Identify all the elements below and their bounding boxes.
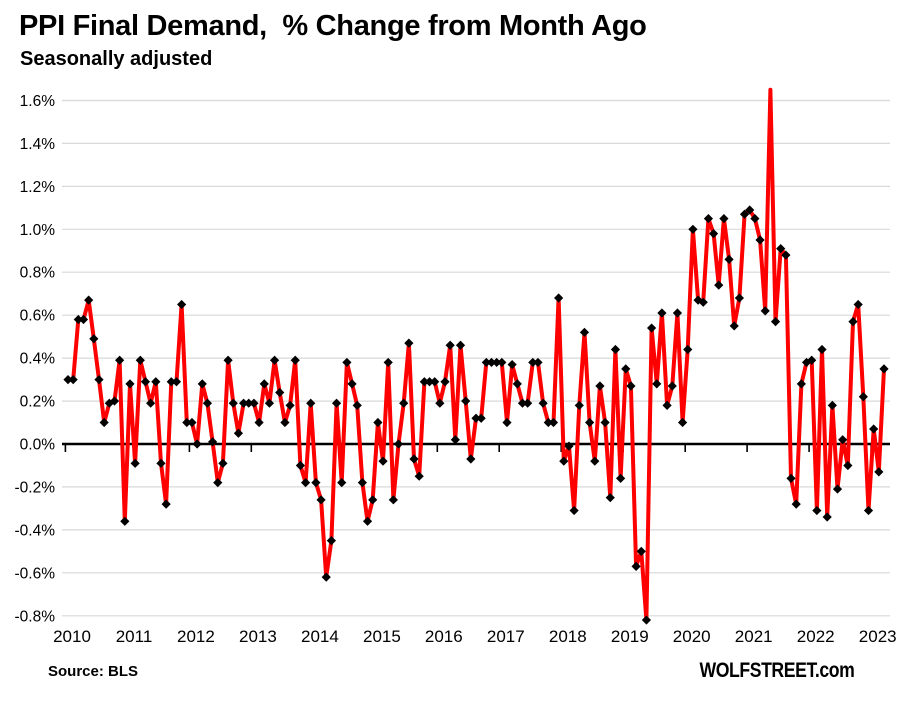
- y-axis-labels: 1.6% 1.4% 1.2% 1.0% 0.8% 0.6% 0.4% 0.2% 0.0% -0.2…: [15, 93, 56, 625]
- data-line: [66, 87, 886, 623]
- svg-text:-0.6%: -0.6%: [15, 565, 56, 582]
- svg-text:2017: 2017: [487, 627, 525, 646]
- svg-text:2020: 2020: [673, 627, 711, 646]
- svg-text:2018: 2018: [549, 627, 587, 646]
- x-axis-labels: 2010 2011 2012 2013 2014 2015 2016 2017 2018 2019…: [53, 627, 897, 646]
- svg-text:0.4%: 0.4%: [20, 351, 56, 368]
- svg-text:1.0%: 1.0%: [20, 222, 56, 239]
- svg-text:0.6%: 0.6%: [20, 308, 56, 325]
- wolfstreet-watermark: WOLFSTREET.com: [699, 659, 854, 682]
- gridlines: [62, 99, 890, 617]
- svg-text:2023: 2023: [859, 627, 897, 646]
- svg-text:2012: 2012: [177, 627, 215, 646]
- svg-text:2015: 2015: [363, 627, 401, 646]
- svg-text:2016: 2016: [425, 627, 463, 646]
- x-axis: [62, 442, 890, 452]
- svg-text:-0.4%: -0.4%: [15, 522, 56, 539]
- svg-text:2022: 2022: [797, 627, 835, 646]
- svg-text:2021: 2021: [735, 627, 773, 646]
- svg-text:1.6%: 1.6%: [20, 93, 56, 110]
- svg-text:2014: 2014: [301, 627, 339, 646]
- svg-text:1.4%: 1.4%: [20, 136, 56, 153]
- data-markers: [63, 205, 889, 625]
- source-note: Source: BLS: [48, 663, 139, 680]
- svg-text:2013: 2013: [239, 627, 277, 646]
- svg-text:2019: 2019: [611, 627, 649, 646]
- svg-text:0.2%: 0.2%: [20, 394, 56, 411]
- svg-text:0.0%: 0.0%: [20, 437, 56, 454]
- svg-text:2011: 2011: [116, 627, 153, 646]
- svg-text:2010: 2010: [53, 627, 91, 646]
- chart-title: PPI Final Demand, % Change from Month Ag…: [19, 10, 647, 42]
- svg-text:0.8%: 0.8%: [20, 265, 56, 282]
- svg-text:-0.8%: -0.8%: [15, 608, 56, 625]
- svg-text:1.2%: 1.2%: [20, 179, 56, 196]
- chart-subtitle: Seasonally adjusted: [20, 48, 213, 70]
- svg-text:-0.2%: -0.2%: [15, 479, 56, 496]
